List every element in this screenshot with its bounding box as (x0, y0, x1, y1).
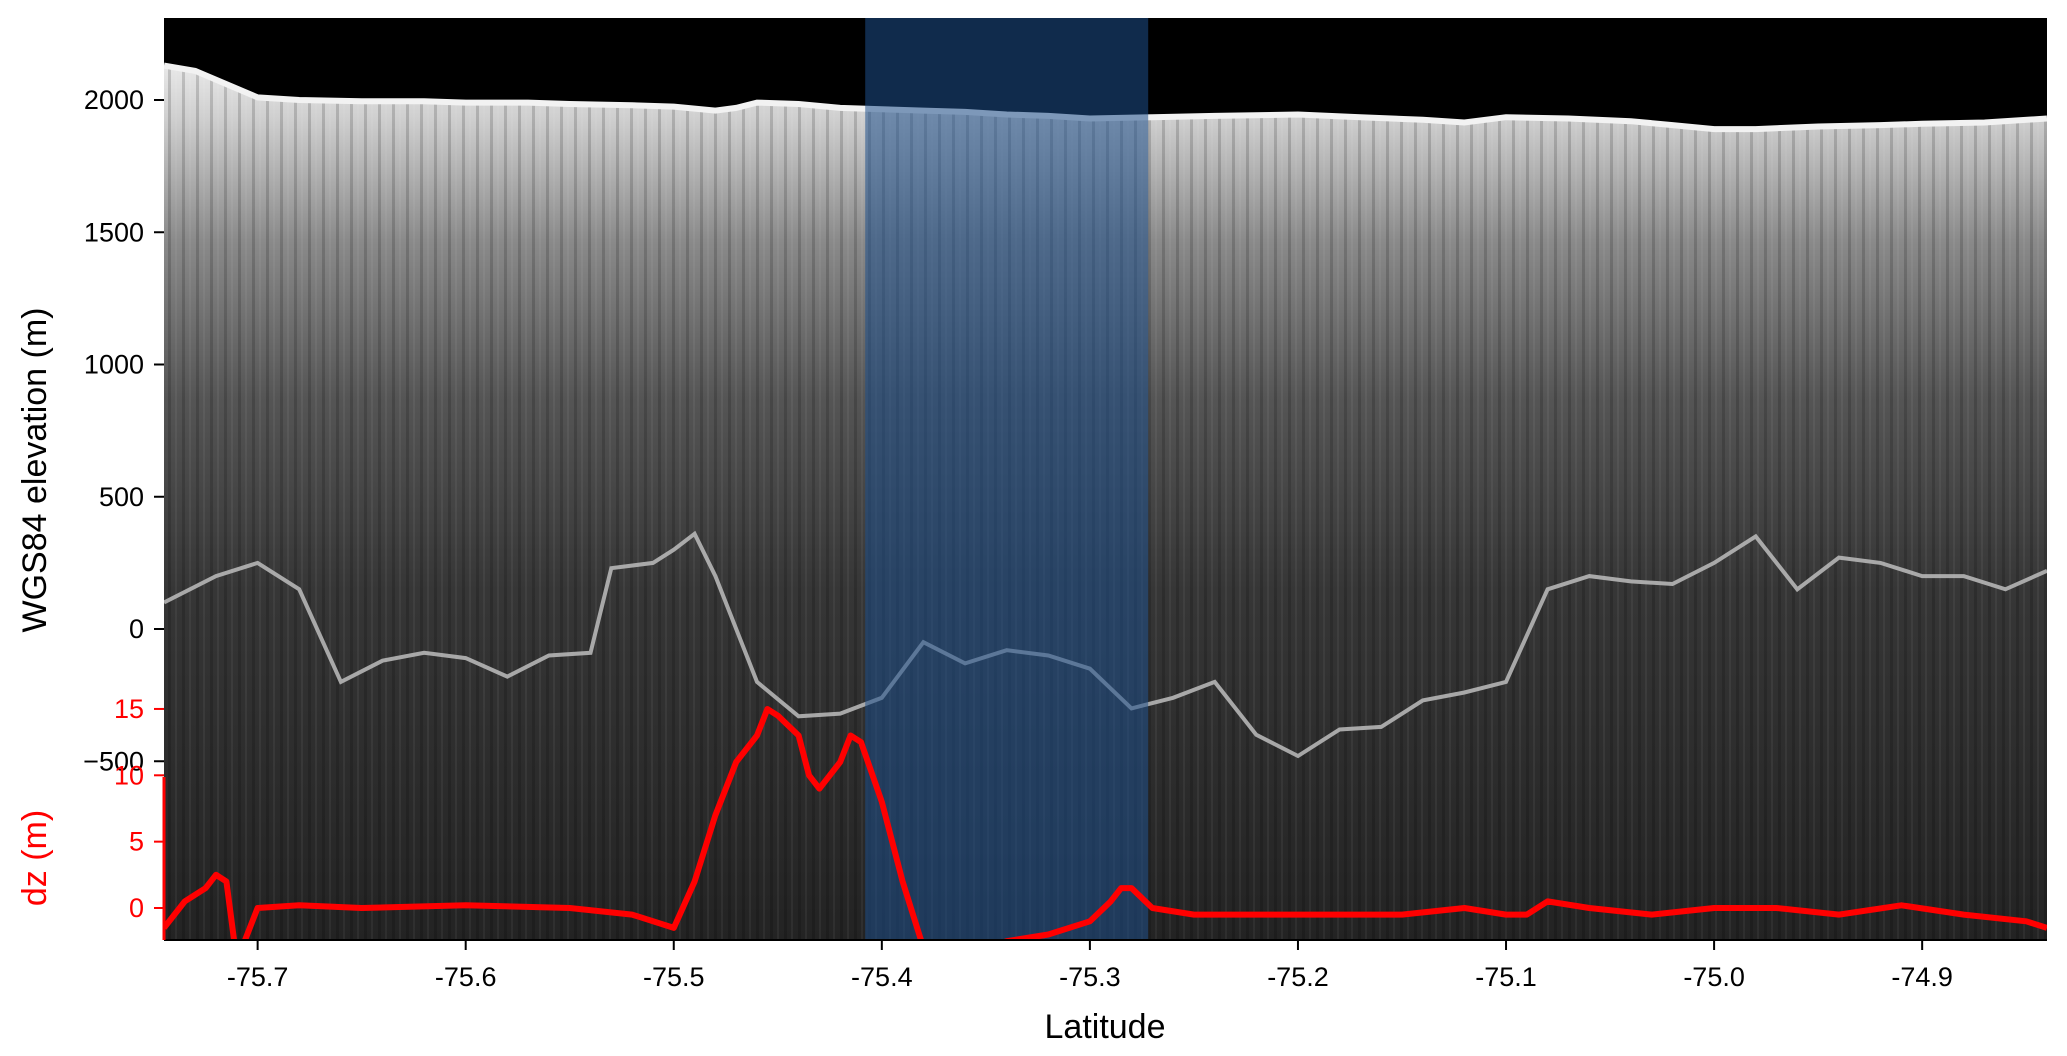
dz-series-line (164, 706, 2047, 940)
dz-axis-ticks: 15 10 5 0 (114, 694, 164, 923)
y-tick-label: 1000 (84, 350, 144, 380)
x-tick-label: -75.3 (1059, 962, 1121, 992)
y-tick-label: 0 (129, 614, 144, 644)
highlight-band (865, 18, 1149, 940)
dz-tick-label: 0 (129, 893, 144, 923)
dz-tick-label: 5 (129, 827, 144, 857)
dz-tick-label: 10 (114, 760, 144, 790)
x-tick-label: -75.0 (1683, 962, 1745, 992)
y-tick-label: 1500 (84, 217, 144, 247)
x-tick-label: -75.4 (851, 962, 913, 992)
y-axis-title: WGS84 elevation (m) (16, 308, 54, 633)
x-tick-label: -75.7 (227, 962, 289, 992)
x-tick-label: -75.1 (1475, 962, 1537, 992)
y-tick-label: −500 (83, 746, 144, 776)
dz-tick-label: 15 (114, 694, 144, 724)
x-tick-label: -75.2 (1267, 962, 1329, 992)
x-tick-label: -75.6 (435, 962, 497, 992)
y-tick-label: 2000 (84, 85, 144, 115)
x-axis-ticks: -75.7 -75.6 -75.5 -75.4 -75.3 -75.2 -75.1 -75.0… (227, 940, 1953, 992)
y-tick-label: 500 (99, 482, 144, 512)
x-tick-label: -75.5 (643, 962, 705, 992)
x-axis-title: Latitude (1045, 1008, 1166, 1046)
y-axis-ticks: 2000 1500 1000 500 0 −500 (83, 85, 164, 776)
x-tick-label: -74.9 (1891, 962, 1953, 992)
dz-axis-title: dz (m) (16, 810, 54, 906)
